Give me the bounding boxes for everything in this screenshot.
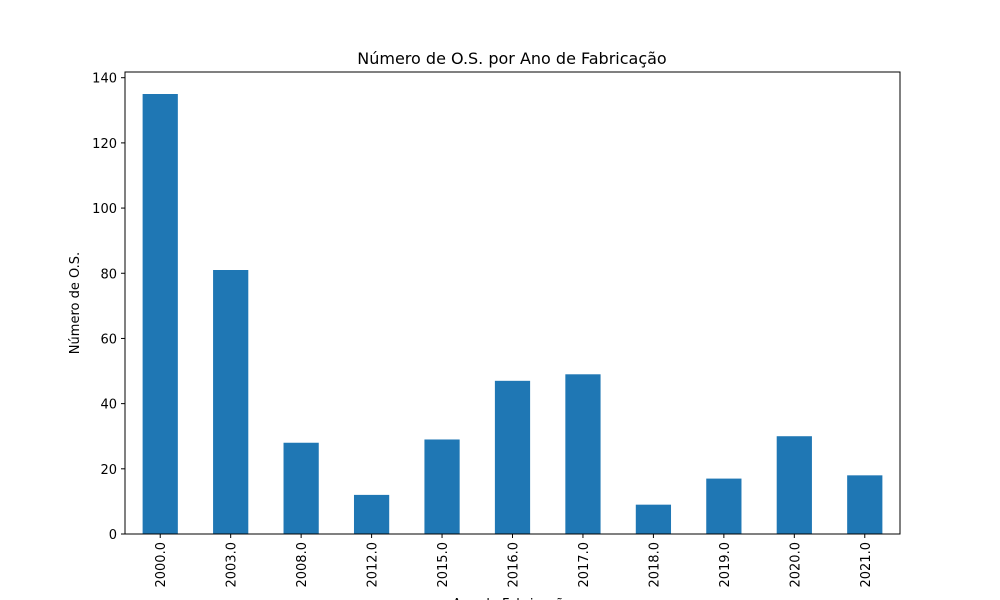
bar: [847, 475, 883, 534]
x-tick-label: 2015.0: [436, 542, 451, 588]
x-tick-label: 2016.0: [507, 542, 522, 588]
x-tick-label: 2021.0: [859, 542, 874, 588]
x-tick-label: 2018.0: [647, 542, 662, 588]
y-tick-label: 100: [92, 202, 117, 217]
y-axis-label: Número de O.S.: [68, 252, 83, 354]
x-tick-label: 2003.0: [225, 542, 240, 588]
bar: [776, 436, 812, 534]
bar: [424, 439, 460, 534]
y-tick-label: 40: [100, 398, 117, 413]
y-tick-label: 60: [100, 332, 117, 347]
x-tick-label: 2017.0: [577, 542, 592, 588]
y-tick-label: 120: [92, 137, 117, 152]
bar: [635, 504, 672, 534]
x-tick-label: 2000.0: [154, 542, 169, 588]
bar: [283, 442, 319, 534]
x-axis-label: Ano de Fabricação: [452, 597, 571, 600]
bar: [494, 380, 531, 534]
y-tick-label: 0: [109, 528, 117, 543]
y-tick-label: 20: [100, 463, 117, 478]
bar: [353, 494, 390, 534]
chart-title: Número de O.S. por Ano de Fabricação: [357, 49, 666, 68]
y-tick-label: 140: [92, 72, 117, 87]
plot-frame: [124, 71, 901, 535]
x-tick-label: 2012.0: [366, 542, 381, 588]
x-tick-label: 2019.0: [718, 542, 733, 588]
x-tick-label: 2020.0: [788, 542, 803, 588]
bar: [213, 270, 249, 534]
bar: [142, 94, 178, 534]
bar: [565, 374, 601, 534]
y-tick-label: 80: [100, 267, 117, 282]
bar: [706, 478, 742, 534]
x-tick-label: 2008.0: [295, 542, 310, 588]
